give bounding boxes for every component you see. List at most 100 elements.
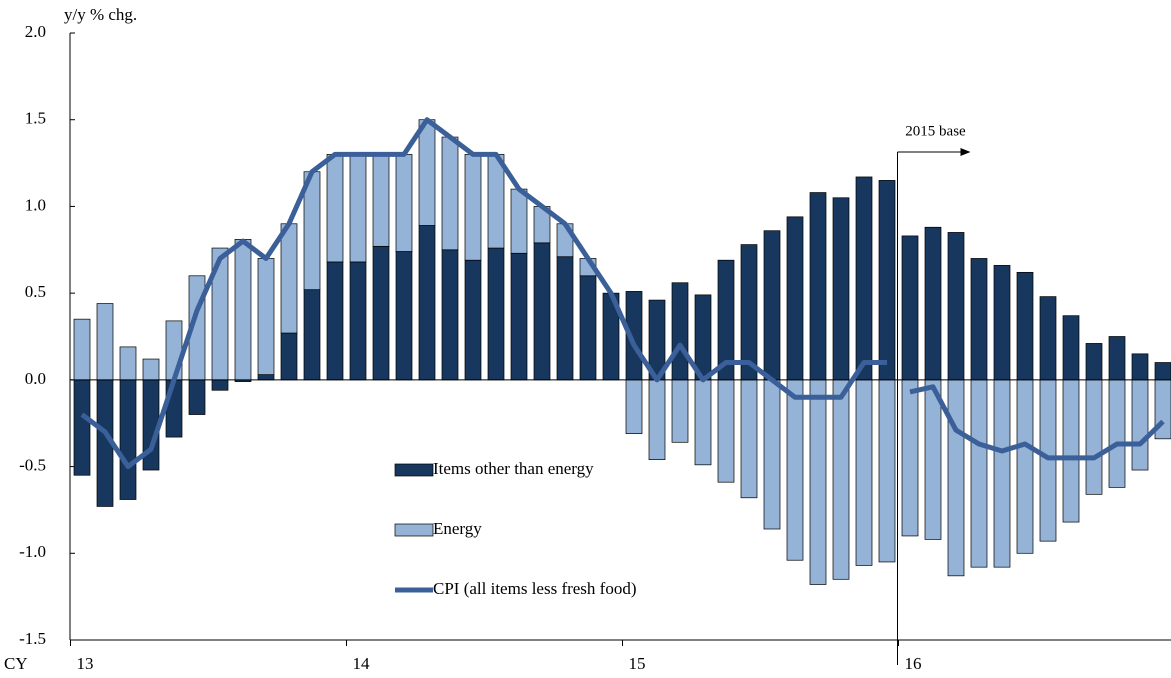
bar [280, 223, 298, 334]
bar [901, 379, 919, 537]
bar [924, 379, 942, 540]
bar [832, 197, 850, 381]
legend-label: CPI (all items less fresh food) [433, 579, 637, 598]
bar [487, 247, 505, 381]
bar [924, 226, 942, 381]
bar [1108, 336, 1126, 381]
bar [510, 188, 528, 254]
bar [625, 379, 643, 434]
legend-swatch [394, 463, 434, 477]
bar [947, 379, 965, 577]
legend-label: Items other than energy [433, 459, 594, 478]
legend-label: Energy [433, 519, 482, 538]
line [80, 117, 887, 470]
bar [855, 379, 873, 566]
bar [441, 249, 459, 381]
bar [257, 258, 275, 376]
bar [993, 379, 1011, 568]
y-tick-label: -1.5 [19, 629, 46, 648]
bar [142, 358, 160, 381]
bar [970, 258, 988, 381]
y-tick-label: 0.5 [25, 282, 46, 301]
bar [947, 232, 965, 381]
bar [1062, 315, 1080, 381]
bar [464, 154, 482, 261]
bar [165, 320, 183, 381]
x-tick-label: 15 [629, 654, 646, 673]
bar [73, 318, 91, 381]
bar [395, 154, 413, 252]
y-tick-label: 1.0 [25, 195, 46, 214]
bar [464, 259, 482, 381]
bar [763, 230, 781, 381]
y-tick-label: 0.0 [25, 369, 46, 388]
bar [119, 346, 137, 381]
bar [280, 332, 298, 381]
x-axis-label: CY [4, 654, 28, 673]
bar [901, 235, 919, 381]
bar [717, 379, 735, 483]
bar [855, 176, 873, 381]
bar [372, 245, 390, 381]
bar [326, 261, 344, 381]
bar [211, 379, 229, 391]
x-tick-label: 14 [353, 654, 371, 673]
bar [694, 379, 712, 466]
bar [786, 379, 804, 561]
bar [740, 379, 758, 499]
y-tick-label: 2.0 [25, 22, 46, 41]
bar [878, 379, 896, 563]
bar [1085, 343, 1103, 381]
bar [1039, 379, 1057, 542]
bar [349, 261, 367, 381]
line [909, 384, 1165, 461]
bar [1016, 271, 1034, 381]
bar [188, 379, 206, 415]
bar [395, 251, 413, 381]
bar [1154, 362, 1171, 381]
bar [579, 275, 597, 381]
bar [1016, 379, 1034, 554]
bar [970, 379, 988, 568]
bar [648, 379, 666, 460]
bar [556, 256, 574, 381]
bar [1108, 379, 1126, 488]
bar [372, 154, 390, 247]
bar [441, 136, 459, 251]
bar [1085, 379, 1103, 495]
bar [740, 244, 758, 381]
bar [326, 154, 344, 263]
bar [763, 379, 781, 530]
bar [878, 180, 896, 381]
annotation: 2015 base [905, 123, 966, 139]
bar [349, 154, 367, 263]
bar [165, 379, 183, 438]
bar [1039, 296, 1057, 381]
bar [993, 265, 1011, 381]
bar [510, 252, 528, 381]
bar [671, 379, 689, 443]
bar [303, 289, 321, 381]
bar [786, 216, 804, 381]
bar [418, 225, 436, 381]
x-tick-label: 13 [77, 654, 94, 673]
y-tick-label: 1.5 [25, 109, 46, 128]
legend-swatch [394, 523, 434, 537]
bar [1131, 353, 1149, 381]
bar [671, 282, 689, 381]
bar [1131, 379, 1149, 471]
bar [533, 242, 551, 381]
bar [809, 379, 827, 585]
bar [832, 379, 850, 580]
bar [418, 119, 436, 226]
bar [809, 192, 827, 381]
y-tick-label: -0.5 [19, 455, 46, 474]
bar [1062, 379, 1080, 523]
bar [234, 239, 252, 381]
bar [487, 154, 505, 249]
bar [73, 379, 91, 476]
bar [119, 379, 137, 500]
y-axis-label: y/y % chg. [64, 5, 137, 24]
bar [96, 303, 114, 381]
